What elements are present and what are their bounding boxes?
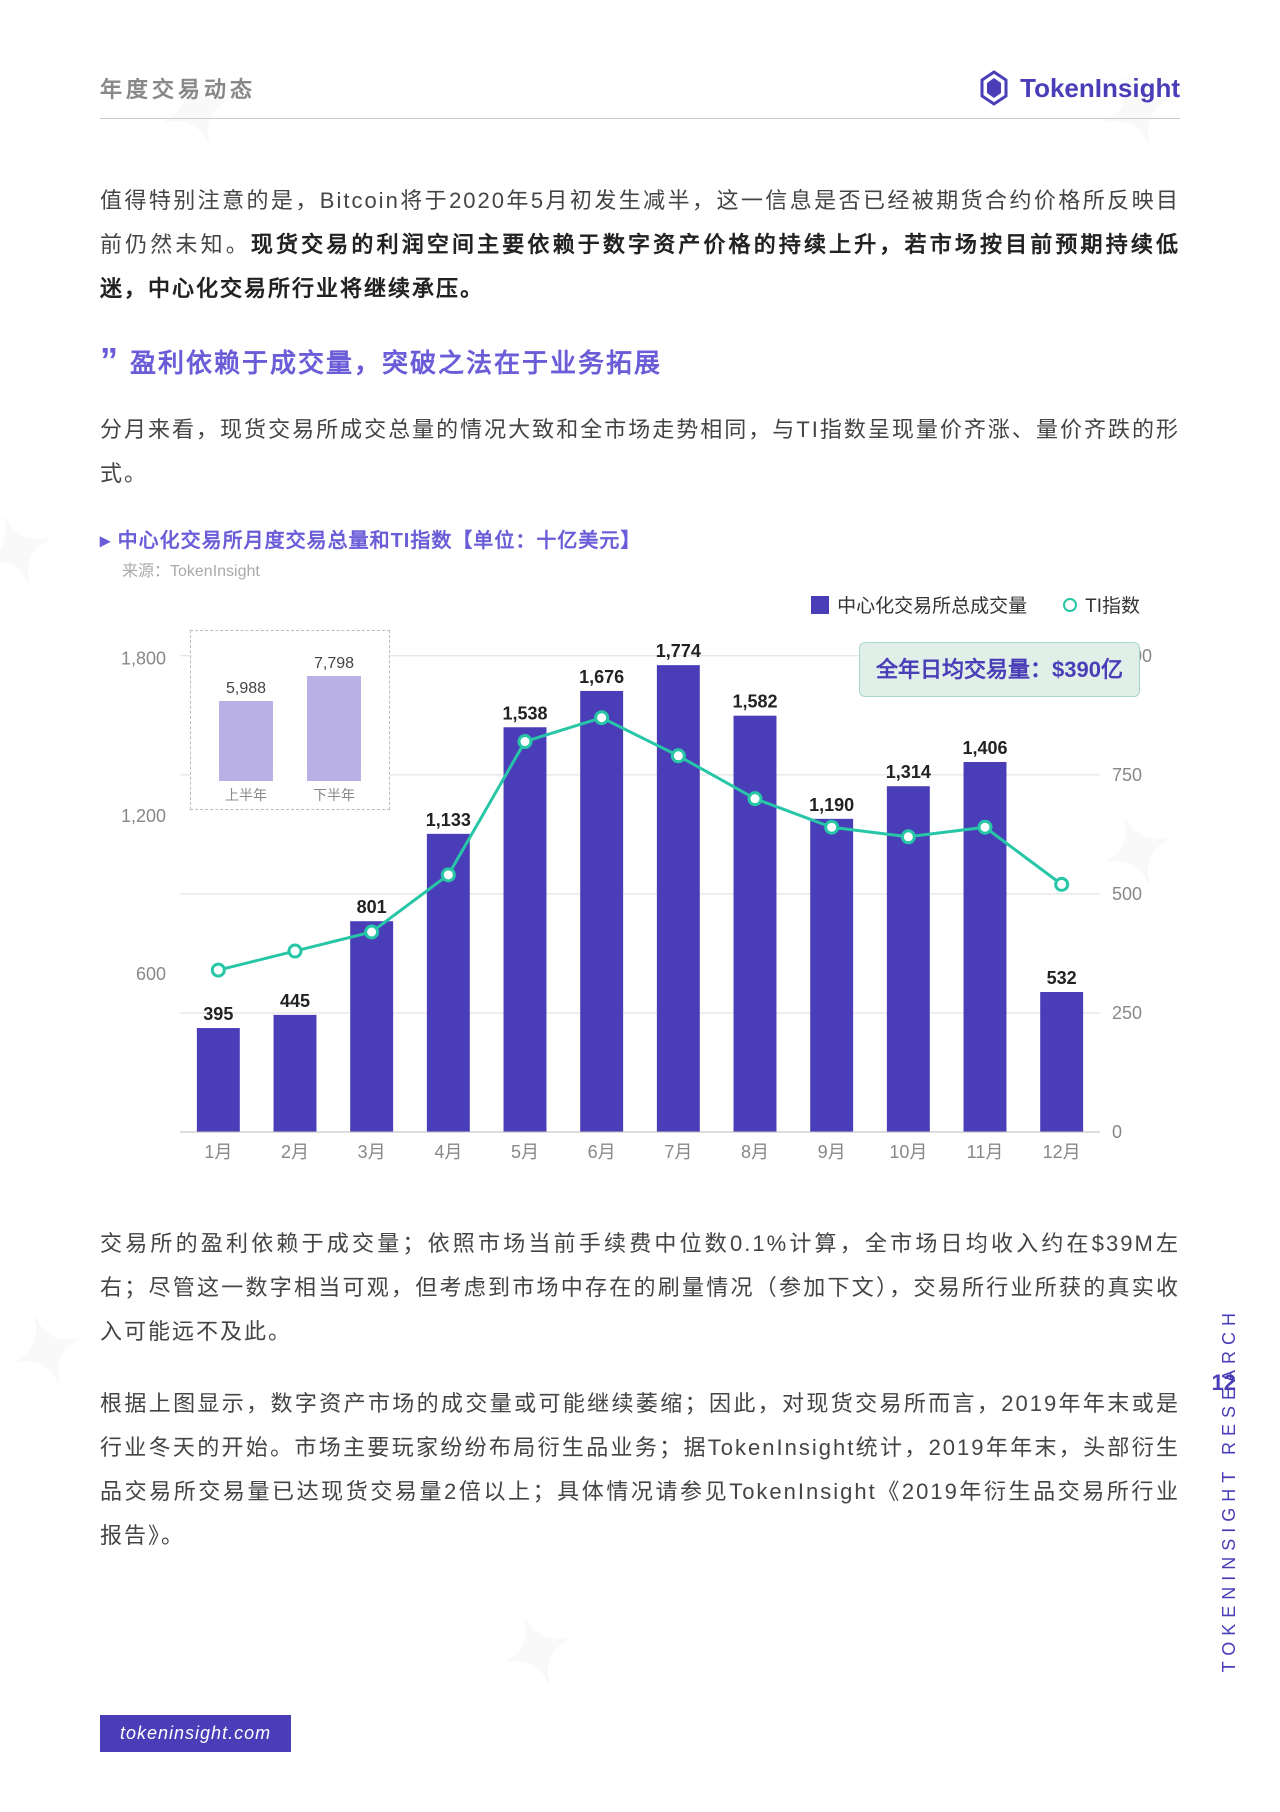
svg-text:6月: 6月 [588, 1142, 616, 1162]
inset-value: 5,988 [226, 680, 266, 698]
inset-label: 上半年 [225, 785, 267, 805]
svg-text:445: 445 [280, 991, 310, 1011]
svg-text:0: 0 [1112, 1122, 1122, 1142]
svg-text:11月: 11月 [967, 1142, 1004, 1162]
svg-text:801: 801 [357, 897, 387, 917]
svg-text:1,406: 1,406 [962, 738, 1007, 758]
svg-text:4月: 4月 [434, 1142, 462, 1162]
svg-text:3月: 3月 [358, 1142, 386, 1162]
svg-text:8月: 8月 [741, 1142, 769, 1162]
svg-text:1,774: 1,774 [656, 641, 701, 661]
svg-text:395: 395 [203, 1004, 233, 1024]
main-chart: 全年日均交易量：$390亿 5,988 上半年 7,798 下半年 0 250 500 75… [110, 622, 1170, 1182]
chart-legend: 中心化交易所总成交量 TI指数 [100, 591, 1180, 618]
legend-line-icon [1063, 598, 1077, 612]
svg-text:10月: 10月 [889, 1142, 927, 1162]
legend-bar-icon [811, 596, 829, 614]
section-title: 年度交易动态 [100, 72, 256, 104]
svg-text:1月: 1月 [204, 1142, 232, 1162]
brand-name: TokenInsight [1020, 73, 1180, 104]
svg-text:750: 750 [1112, 765, 1142, 785]
svg-text:600: 600 [136, 964, 166, 984]
svg-text:1,800: 1,800 [121, 648, 166, 668]
svg-text:1,538: 1,538 [502, 703, 547, 723]
quote-mark-icon: ” [100, 343, 118, 379]
svg-text:500: 500 [1112, 884, 1142, 904]
chart-source: 来源：TokenInsight [122, 557, 1180, 581]
p1-bold: 现货交易的利润空间主要依赖于数字资产价格的持续上升，若市场按目前预期持续低迷，中… [100, 232, 1180, 301]
svg-text:2月: 2月 [281, 1142, 309, 1162]
logo-icon [976, 70, 1012, 106]
legend-bar-item: 中心化交易所总成交量 [811, 591, 1027, 618]
quote-heading: ” 盈利依赖于成交量，突破之法在于业务拓展 [100, 343, 1180, 380]
side-brand-text: TOKENINSIGHT RESEARCH [1219, 1307, 1240, 1672]
paragraph-3: 交易所的盈利依赖于成交量；依照市场当前手续费中位数0.1%计算，全市场日均收入约… [100, 1222, 1180, 1354]
svg-text:1,314: 1,314 [886, 762, 931, 782]
chart-callout: 全年日均交易量：$390亿 [859, 642, 1140, 697]
svg-text:12月: 12月 [1043, 1142, 1081, 1162]
footer-url: tokeninsight.com [100, 1715, 291, 1752]
inset-bar-rect [307, 676, 361, 781]
inset-bar: 7,798 下半年 [304, 655, 364, 805]
inset-bar: 5,988 上半年 [216, 680, 276, 805]
svg-text:1,133: 1,133 [426, 810, 471, 830]
paragraph-1: 值得特别注意的是，Bitcoin将于2020年5月初发生减半，这一信息是否已经被… [100, 179, 1180, 311]
svg-text:250: 250 [1112, 1003, 1142, 1023]
svg-text:1,676: 1,676 [579, 667, 624, 687]
inset-label: 下半年 [313, 785, 355, 805]
legend-line-label: TI指数 [1085, 591, 1140, 618]
inset-bar-rect [219, 701, 273, 781]
svg-text:1,190: 1,190 [809, 795, 854, 815]
svg-text:7月: 7月 [664, 1142, 692, 1162]
page-header: 年度交易动态 TokenInsight [100, 70, 1180, 119]
svg-text:532: 532 [1047, 968, 1077, 988]
chart-title: ▸ 中心化交易所月度交易总量和TI指数【单位：十亿美元】 [100, 530, 641, 552]
svg-text:9月: 9月 [818, 1142, 846, 1162]
svg-text:1,200: 1,200 [121, 806, 166, 826]
inset-value: 7,798 [314, 655, 354, 673]
inset-chart: 5,988 上半年 7,798 下半年 [190, 630, 390, 810]
paragraph-2: 分月来看，现货交易所成交总量的情况大致和全市场走势相同，与TI指数呈现量价齐涨、… [100, 408, 1180, 496]
quote-text: 盈利依赖于成交量，突破之法在于业务拓展 [130, 343, 662, 380]
paragraph-4: 根据上图显示，数字资产市场的成交量或可能继续萎缩；因此，对现货交易所而言，201… [100, 1382, 1180, 1558]
legend-bar-label: 中心化交易所总成交量 [837, 591, 1027, 618]
brand-logo: TokenInsight [976, 70, 1180, 106]
svg-text:5月: 5月 [511, 1142, 539, 1162]
svg-text:1,582: 1,582 [732, 692, 777, 712]
legend-line-item: TI指数 [1063, 591, 1140, 618]
